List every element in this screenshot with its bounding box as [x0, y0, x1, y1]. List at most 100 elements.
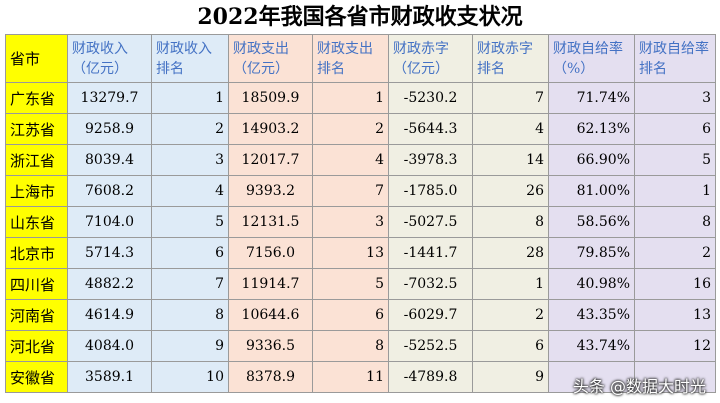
table-row: 广东省 13279.7 1 18509.9 1 -5230.2 7 71.74%…: [5, 82, 716, 114]
table-row: 北京市 5714.3 6 7156.0 13 -1441.7 28 79.85%…: [5, 237, 716, 269]
cell-deficit: -4789.8: [388, 361, 473, 393]
cell-deficit-rank: 14: [472, 144, 549, 176]
cell-self-sufficiency-rank: 3: [634, 82, 716, 114]
cell-expenditure: 12131.5: [228, 206, 313, 238]
cell-expenditure-rank: 5: [312, 268, 389, 300]
cell-revenue-rank: 9: [151, 330, 229, 362]
cell-self-sufficiency: 81.00%: [548, 175, 635, 207]
cell-revenue: 7608.2: [67, 175, 152, 207]
cell-deficit: -3978.3: [388, 144, 473, 176]
cell-deficit-rank: 26: [472, 175, 549, 207]
cell-self-sufficiency-rank: 16: [634, 268, 716, 300]
cell-expenditure: 10644.6: [228, 299, 313, 331]
header-expenditure: 财政支出（亿元）: [228, 34, 313, 83]
cell-deficit-rank: 7: [472, 82, 549, 114]
table-row: 山东省 7104.0 5 12131.5 3 -5027.5 8 58.56% …: [5, 206, 716, 238]
header-revenue: 财政收入（亿元）: [67, 34, 152, 83]
cell-province: 四川省: [5, 268, 68, 300]
cell-revenue: 5714.3: [67, 237, 152, 269]
cell-province: 江苏省: [5, 113, 68, 145]
cell-revenue: 4614.9: [67, 299, 152, 331]
cell-self-sufficiency: 62.13%: [548, 113, 635, 145]
cell-revenue-rank: 10: [151, 361, 229, 393]
cell-revenue-rank: 4: [151, 175, 229, 207]
cell-province: 河南省: [5, 299, 68, 331]
header-deficit-rank: 财政赤字排名: [472, 34, 549, 83]
table-row: 河南省 4614.9 8 10644.6 6 -6029.7 2 43.35% …: [5, 299, 716, 331]
cell-expenditure: 9336.5: [228, 330, 313, 362]
cell-expenditure: 14903.2: [228, 113, 313, 145]
cell-revenue-rank: 8: [151, 299, 229, 331]
table-row: 浙江省 8039.4 3 12017.7 4 -3978.3 14 66.90%…: [5, 144, 716, 176]
cell-deficit: -5027.5: [388, 206, 473, 238]
cell-province: 安徽省: [5, 361, 68, 393]
cell-deficit-rank: 8: [472, 206, 549, 238]
cell-expenditure-rank: 3: [312, 206, 389, 238]
header-province: 省市: [5, 34, 68, 83]
cell-revenue-rank: 3: [151, 144, 229, 176]
cell-expenditure-rank: 1: [312, 82, 389, 114]
cell-deficit: -5252.5: [388, 330, 473, 362]
cell-expenditure: 8378.9: [228, 361, 313, 393]
cell-revenue: 8039.4: [67, 144, 152, 176]
cell-self-sufficiency: 43.74%: [548, 330, 635, 362]
header-self-sufficiency: 财政自给率（%）: [548, 34, 635, 83]
watermark: 头条 @数据大时光: [572, 377, 706, 396]
header-expenditure-rank: 财政支出排名: [312, 34, 389, 83]
cell-self-sufficiency: 43.35%: [548, 299, 635, 331]
cell-self-sufficiency: 71.74%: [548, 82, 635, 114]
cell-revenue-rank: 5: [151, 206, 229, 238]
cell-self-sufficiency-rank: 8: [634, 206, 716, 238]
cell-deficit: -5644.3: [388, 113, 473, 145]
cell-province: 浙江省: [5, 144, 68, 176]
cell-province: 河北省: [5, 330, 68, 362]
cell-self-sufficiency-rank: 5: [634, 144, 716, 176]
cell-revenue: 4084.0: [67, 330, 152, 362]
header-revenue-rank: 财政收入排名: [151, 34, 229, 83]
cell-deficit-rank: 6: [472, 330, 549, 362]
cell-self-sufficiency: 58.56%: [548, 206, 635, 238]
cell-deficit-rank: 1: [472, 268, 549, 300]
table-title: 2022年我国各省市财政收支状况: [197, 4, 523, 30]
cell-province: 上海市: [5, 175, 68, 207]
cell-self-sufficiency-rank: 1: [634, 175, 716, 207]
cell-expenditure-rank: 11: [312, 361, 389, 393]
cell-revenue: 13279.7: [67, 82, 152, 114]
cell-expenditure-rank: 4: [312, 144, 389, 176]
cell-revenue-rank: 2: [151, 113, 229, 145]
cell-deficit-rank: 2: [472, 299, 549, 331]
header-deficit: 财政赤字（亿元）: [388, 34, 473, 83]
cell-revenue: 9258.9: [67, 113, 152, 145]
cell-revenue: 7104.0: [67, 206, 152, 238]
cell-self-sufficiency-rank: [634, 361, 716, 393]
cell-expenditure-rank: 6: [312, 299, 389, 331]
cell-revenue-rank: 7: [151, 268, 229, 300]
cell-deficit: -1785.0: [388, 175, 473, 207]
cell-province: 广东省: [5, 82, 68, 114]
cell-self-sufficiency: 40.98%: [548, 268, 635, 300]
cell-expenditure-rank: 2: [312, 113, 389, 145]
cell-deficit: -7032.5: [388, 268, 473, 300]
cell-expenditure: 9393.2: [228, 175, 313, 207]
table-row: 四川省 4882.2 7 11914.7 5 -7032.5 1 40.98% …: [5, 268, 716, 300]
cell-self-sufficiency: [548, 361, 635, 393]
cell-self-sufficiency: 66.90%: [548, 144, 635, 176]
cell-province: 山东省: [5, 206, 68, 238]
cell-deficit-rank: 4: [472, 113, 549, 145]
cell-revenue: 4882.2: [67, 268, 152, 300]
cell-self-sufficiency-rank: 6: [634, 113, 716, 145]
cell-expenditure: 11914.7: [228, 268, 313, 300]
cell-expenditure: 12017.7: [228, 144, 313, 176]
cell-province: 北京市: [5, 237, 68, 269]
table-row: 上海市 7608.2 4 9393.2 7 -1785.0 26 81.00% …: [5, 175, 716, 207]
fiscal-table: 省市 财政收入（亿元） 财政收入排名 财政支出（亿元） 财政支出排名 财政赤字（…: [5, 34, 716, 393]
cell-expenditure: 7156.0: [228, 237, 313, 269]
table-row: 河北省 4084.0 9 9336.5 8 -5252.5 6 43.74% 1…: [5, 330, 716, 362]
cell-self-sufficiency: 79.85%: [548, 237, 635, 269]
cell-expenditure: 18509.9: [228, 82, 313, 114]
cell-deficit: -6029.7: [388, 299, 473, 331]
cell-deficit: -5230.2: [388, 82, 473, 114]
cell-expenditure-rank: 13: [312, 237, 389, 269]
cell-deficit: -1441.7: [388, 237, 473, 269]
cell-revenue-rank: 1: [151, 82, 229, 114]
